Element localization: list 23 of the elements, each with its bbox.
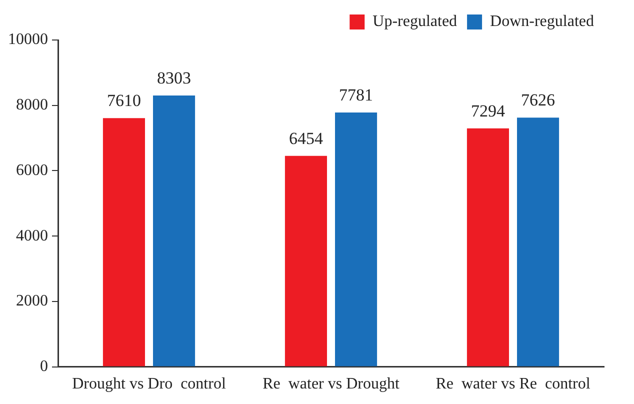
y-tick-label: 2000 bbox=[16, 292, 48, 310]
y-tick-label: 4000 bbox=[16, 227, 48, 244]
bar bbox=[102, 118, 145, 366]
x-tick-label: Drought vs Dro control bbox=[72, 376, 226, 393]
bar bbox=[284, 156, 327, 366]
data-label: 7626 bbox=[521, 90, 556, 110]
data-label: 7610 bbox=[106, 91, 141, 110]
y-tick-label: 6000 bbox=[16, 162, 48, 179]
y-tick-label: 8000 bbox=[16, 96, 48, 114]
bar bbox=[466, 128, 509, 366]
bar bbox=[517, 118, 560, 366]
data-label: 7781 bbox=[339, 85, 374, 104]
y-tick-label: 10000 bbox=[8, 31, 48, 48]
x-tick-label: Re water vs Re control bbox=[436, 376, 591, 393]
data-label: 6454 bbox=[288, 128, 324, 148]
bar bbox=[335, 112, 378, 366]
bar bbox=[153, 95, 196, 366]
y-tick-label: 0 bbox=[40, 358, 48, 376]
x-tick-label: Re water vs Drought bbox=[262, 376, 400, 393]
legend-label: Up-regulated bbox=[372, 13, 458, 30]
data-label: 7294 bbox=[470, 101, 506, 120]
data-label: 8303 bbox=[157, 68, 192, 88]
legend-label: Down-regulated bbox=[490, 13, 594, 30]
